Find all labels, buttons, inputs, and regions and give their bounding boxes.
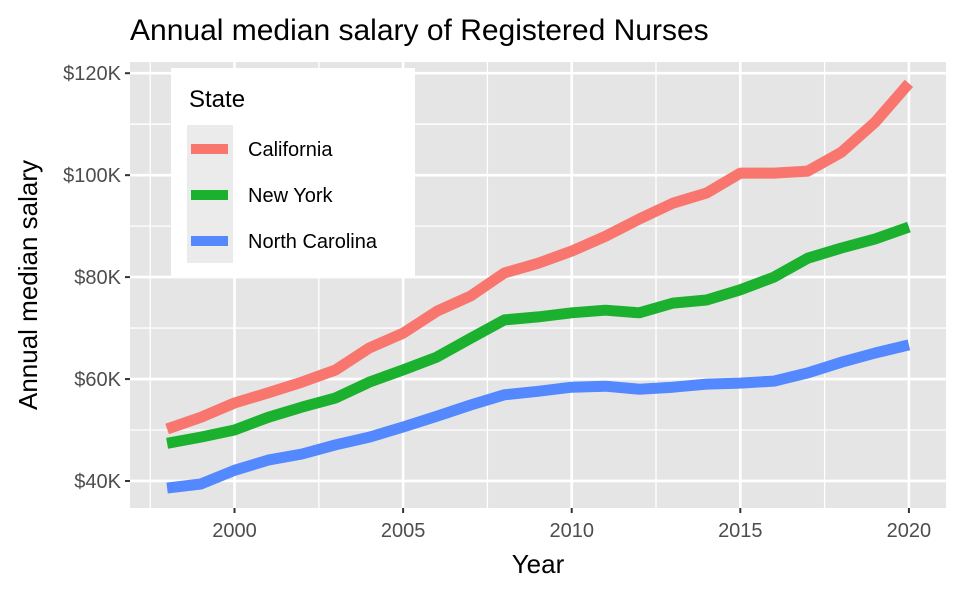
chart-title: Annual median salary of Registered Nurse… xyxy=(130,14,709,47)
legend-swatch xyxy=(191,236,228,246)
y-tick-label: $120K xyxy=(63,63,121,85)
legend-title: State xyxy=(189,86,245,113)
legend-swatch xyxy=(191,144,228,154)
legend-item: North Carolina xyxy=(191,231,378,253)
x-tick-label: 2000 xyxy=(212,520,257,542)
legend-items: California New York North Carolina xyxy=(191,139,378,253)
x-tick-label: 2020 xyxy=(887,520,932,542)
x-axis-title: Year xyxy=(512,549,565,579)
legend-swatch xyxy=(191,190,228,200)
legend-item: New York xyxy=(191,185,333,207)
x-axis: 2000 2005 2010 2015 2020 xyxy=(212,508,931,542)
series-lines xyxy=(165,79,914,494)
x-tick-label: 2010 xyxy=(549,520,594,542)
y-tick-label: $40K xyxy=(74,471,121,493)
x-tick-label: 2005 xyxy=(381,520,426,542)
series-line-california xyxy=(165,79,914,435)
y-tick-label: $60K xyxy=(74,369,121,391)
legend-label: California xyxy=(248,139,333,161)
legend-item: California xyxy=(191,139,333,161)
y-axis-title: Annual median salary xyxy=(13,160,43,410)
y-tick-label: $100K xyxy=(63,165,121,187)
legend-label: New York xyxy=(248,185,333,207)
x-tick-label: 2015 xyxy=(718,520,763,542)
series-line-new-york xyxy=(166,221,911,449)
legend-label: North Carolina xyxy=(248,231,378,253)
series-line-north-carolina xyxy=(166,339,911,494)
y-tick-label: $80K xyxy=(74,267,121,289)
y-axis: $40K $60K $80K $100K $120K xyxy=(63,63,130,493)
legend: State California New York North Carolina xyxy=(171,68,415,278)
